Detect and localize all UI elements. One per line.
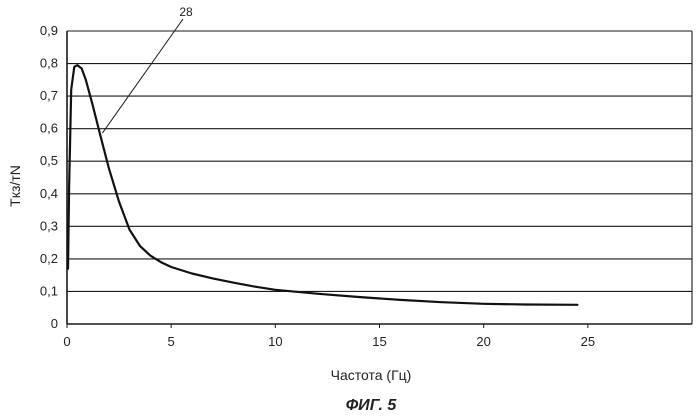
figure-caption: ФИГ. 5 (346, 397, 398, 414)
x-tick-label-0: 0 (63, 334, 70, 349)
y-tick-label-5: 0,5 (40, 153, 58, 168)
y-tick-label-6: 0,6 (40, 121, 58, 136)
curve-callout-label: 28 (179, 5, 193, 19)
series-layer (68, 19, 577, 305)
callout-leader-line (102, 19, 183, 133)
y-tick-label-4: 0,4 (40, 186, 58, 201)
y-tick-label-1: 0,1 (40, 283, 58, 298)
x-tick-label-1: 5 (168, 334, 175, 349)
x-axis-label: Частота (Гц) (331, 367, 412, 383)
x-tick-label-4: 20 (476, 334, 490, 349)
x-tick-label-2: 10 (268, 334, 282, 349)
y-tick-label-9: 0,9 (40, 23, 58, 38)
x-tick-label-3: 15 (372, 334, 386, 349)
x-tick-label-5: 25 (581, 334, 595, 349)
y-tick-label-0: 0 (51, 316, 58, 331)
series-curve (68, 65, 577, 305)
tick-layer: 0 0,1 0,2 0,3 0,4 0,5 0,6 0,7 0,8 0,9 0 5 10 15 20 25 (40, 23, 595, 349)
y-tick-label-7: 0,7 (40, 88, 58, 103)
y-tick-label-8: 0,8 (40, 56, 58, 71)
y-tick-label-2: 0,2 (40, 251, 58, 266)
y-axis-label: Tкз/тN (7, 165, 23, 207)
grid-layer (67, 31, 692, 324)
y-tick-label-3: 0,3 (40, 218, 58, 233)
